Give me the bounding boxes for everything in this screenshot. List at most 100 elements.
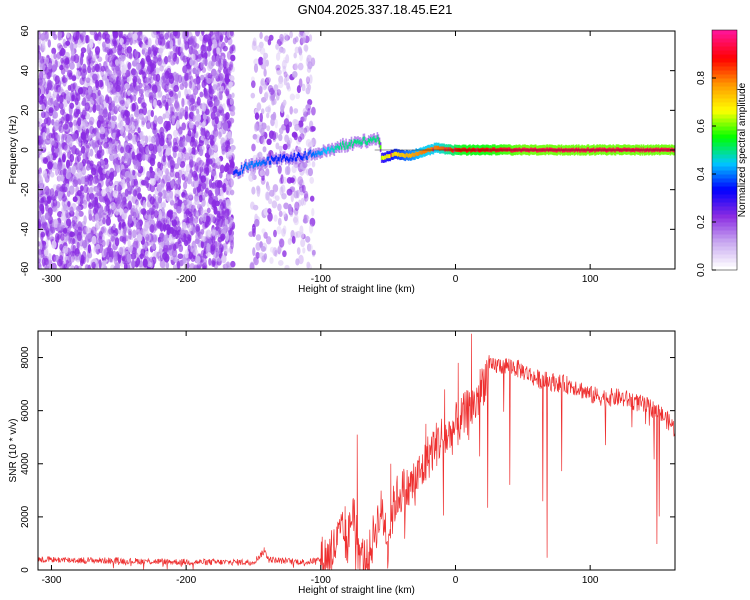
spectrogram-noise-cell: [191, 170, 198, 178]
spectrogram-noise-cell: [59, 243, 64, 252]
spectrogram-noise-cell: [69, 206, 74, 215]
spectrogram-noise-cell: [151, 31, 157, 39]
spectrogram-noise-cell: [52, 198, 58, 208]
spectrogram-noise-cell: [60, 175, 65, 182]
spectrogram-noise-cell: [203, 90, 208, 97]
spectrogram-noise-cell: [135, 162, 141, 171]
spectrogram-noise-cell: [149, 256, 154, 263]
spectrogram-noise-cell: [84, 89, 89, 96]
spectrogram-noise-cell: [281, 227, 286, 237]
spectrogram-noise-cell: [82, 97, 87, 106]
spectrogram-noise-cell: [82, 133, 87, 144]
spectrogram-noise-cell: [38, 112, 42, 122]
colorbar-segment: [712, 198, 737, 203]
spectrogram-noise-cell: [154, 234, 159, 243]
spectrogram-noise-cell: [188, 194, 194, 201]
spectrogram-noise-cell: [305, 168, 310, 176]
spectrogram-noise-cell: [208, 100, 214, 108]
spectrogram-noise-cell: [52, 205, 59, 213]
spectrogram-noise-cell: [219, 33, 223, 43]
spectrogram-noise-cell: [101, 189, 107, 197]
spectrogram-noise-cell: [121, 41, 127, 50]
spectrogram-noise-cell: [294, 201, 300, 212]
spectrogram-noise-cell: [216, 86, 223, 93]
spectrogram-noise-cell: [92, 103, 97, 111]
spectrogram-noise-cell: [65, 168, 72, 179]
spectrogram-noise-cell: [127, 62, 132, 70]
spectrogram-noise-cell: [195, 67, 201, 75]
spectrogram-noise-cell: [47, 39, 52, 48]
spectrogram-noise-cell: [182, 195, 188, 205]
spectrogram-noise-cell: [68, 113, 73, 122]
spectrogram-noise-cell: [39, 103, 46, 113]
spectrogram-noise-cell: [179, 47, 183, 54]
spectrogram-noise-cell: [199, 74, 205, 81]
spectrogram-noise-cell: [261, 228, 266, 234]
spectrogram-noise-cell: [69, 61, 75, 70]
spectrogram-noise-cell: [267, 208, 272, 215]
spectrogram-noise-cell: [104, 205, 109, 213]
spectrogram-noise-cell: [147, 46, 152, 55]
spectrogram-noise-cell: [174, 101, 180, 110]
spectrogram-noise-cell: [122, 229, 127, 238]
spectrogram-noise-cell: [85, 264, 89, 269]
spectrogram-noise-cell: [104, 198, 111, 206]
spectrogram-noise-cell: [276, 225, 282, 235]
spectrogram-noise-cell: [271, 130, 277, 141]
spectrogram-noise-cell: [62, 168, 67, 176]
colorbar-segment: [712, 206, 737, 211]
spectrogram-noise-cell: [205, 215, 211, 223]
snr-xtick-label: 0: [453, 575, 459, 586]
spectrogram-noise-cell: [159, 33, 164, 40]
spectrogram-noise-cell: [114, 209, 119, 216]
spectrogram-noise-cell: [164, 125, 169, 133]
spectrogram-noise-cell: [104, 37, 111, 44]
spectrogram-noise-cell: [46, 223, 51, 231]
spectrogram-noise-cell: [79, 55, 84, 66]
spectrogram-noise-cell: [291, 70, 298, 78]
spectrogram-noise-cell: [68, 236, 72, 245]
spectrogram-noise-cell: [99, 79, 104, 87]
spectrogram-noise-cell: [152, 127, 157, 135]
spectrogram-noise-cell: [204, 108, 210, 116]
spectrogram-noise-cell: [92, 104, 97, 113]
spectrogram-noise-cell: [138, 108, 144, 115]
spectrogram-noise-cell: [80, 47, 87, 54]
spectrogram-noise-cell: [138, 113, 144, 120]
snr-xtick-label: 100: [582, 575, 599, 586]
spectrogram-noise-cell: [147, 65, 151, 72]
spectrogram-noise-cell: [58, 102, 64, 110]
spectrogram-noise-cell: [208, 257, 212, 266]
spectrogram-noise-cell: [203, 78, 208, 86]
spectrogram-noise-cell: [153, 209, 159, 219]
spectrogram-noise-cell: [71, 145, 77, 155]
spectrogram-noise-cell: [57, 31, 63, 39]
spectrogram-noise-cell: [190, 216, 194, 224]
spectrogram-noise-cell: [265, 236, 272, 245]
spectrogram-noise-cell: [229, 98, 234, 105]
spectrogram-noise-cell: [210, 245, 215, 255]
spectrogram-noise-cell: [227, 37, 233, 46]
spectrogram-noise-cell: [192, 149, 198, 156]
spectrogram-noise-cell: [127, 132, 133, 141]
spectrogram-noise-cell: [187, 174, 192, 181]
spectrogram-noise-cell: [94, 63, 100, 73]
spectrogram-noise-cell: [162, 165, 167, 173]
spectrogram-noise-cell: [114, 104, 121, 112]
spectrogram-noise-cell: [221, 254, 227, 264]
spectrogram-noise-cell: [42, 244, 47, 251]
spectrogram-noise-cell: [262, 146, 267, 153]
spectrogram-noise-cell: [274, 195, 280, 202]
spectrogram-noise-cell: [308, 243, 313, 252]
spectrogram-noise-cell: [71, 75, 77, 82]
spectrogram-noise-cell: [162, 252, 168, 261]
spectrogram-noise-cell: [105, 191, 112, 200]
spectrogram-noise-cell: [198, 204, 203, 212]
spectrogram-noise-cell: [174, 188, 180, 197]
spectrogram-noise-cell: [269, 246, 275, 253]
spectrogram-noise-cell: [120, 89, 126, 99]
spectrogram-noise-cell: [252, 227, 256, 238]
spectrogram-noise-cell: [309, 195, 315, 202]
spectrogram-noise-cell: [282, 211, 287, 218]
spectrogram-noise-cell: [206, 77, 212, 84]
